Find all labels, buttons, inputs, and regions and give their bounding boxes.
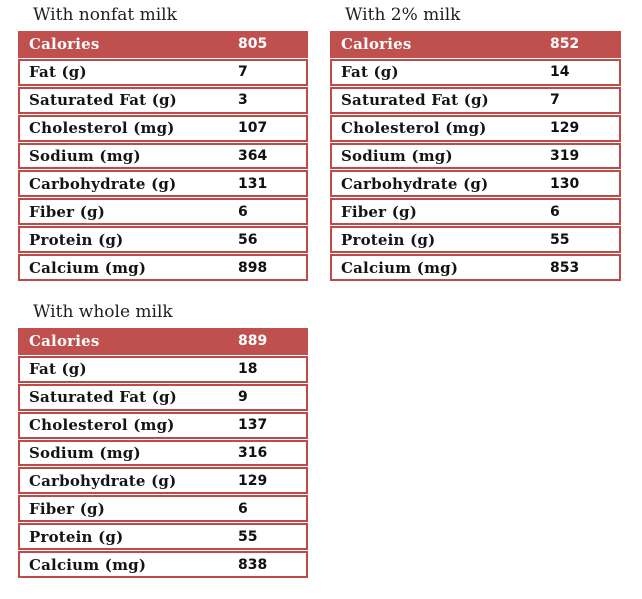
nutrient-label: Calcium (mg) [341,258,459,277]
nutrient-value: 129 [550,120,580,137]
table-title: With 2% milk [345,5,461,25]
nutrient-value: 137 [238,417,268,434]
nutrient-label: Carbohydrate (g) [341,174,489,193]
nutrient-value: 7 [550,92,560,109]
table-row: Fiber (g) 6 [330,198,621,226]
nutrient-value: 889 [238,333,268,350]
nutrient-label: Fat (g) [29,360,87,379]
nutrient-value: 9 [238,389,248,406]
table-row: Calcium (mg) 898 [18,254,308,282]
nutrient-value: 131 [238,175,268,192]
nutrient-value: 107 [238,120,268,137]
table-row: Protein (g) 55 [18,523,308,551]
nutrient-value: 853 [550,259,580,276]
nutrient-label: Calcium (mg) [29,258,147,277]
nutrient-value: 6 [550,203,560,220]
table-row: Carbohydrate (g) 129 [18,467,308,495]
nutrient-value: 14 [550,64,570,81]
nutrient-label: Saturated Fat (g) [341,91,489,110]
table-row: Fat (g) 14 [330,58,621,86]
nutrient-label: Carbohydrate (g) [29,174,177,193]
table-title: With whole milk [33,302,173,322]
nutrient-label: Sodium (mg) [341,147,453,165]
nutrient-label: Calories [341,35,412,54]
nutrient-label: Cholesterol (mg) [29,119,175,138]
nutrient-label: Saturated Fat (g) [29,388,177,407]
nutrient-label: Fat (g) [29,63,87,82]
nutrient-value: 55 [238,528,258,545]
table-header-row: Calories 889 [18,328,308,355]
table-row: Calcium (mg) 853 [330,254,621,282]
nutrient-value: 898 [238,259,268,276]
nutrient-value: 319 [550,148,580,164]
nutrient-value: 316 [238,445,268,461]
nutrition-table-2percent-milk: With 2% milk Calories 852 Fat (g) 14 Sat… [330,5,621,282]
nutrient-value: 55 [550,231,570,248]
table-row: Fiber (g) 6 [18,198,308,226]
table-title: With nonfat milk [33,5,177,25]
nutrition-table-whole-milk: With whole milk Calories 889 Fat (g) 18 … [18,302,308,579]
nutrient-label: Calories [29,332,100,351]
table-header-row: Calories 852 [330,31,621,58]
table-row: Cholesterol (mg) 137 [18,411,308,439]
nutrient-label: Fat (g) [341,63,399,82]
table-row: Fat (g) 7 [18,58,308,86]
nutrient-label: Calcium (mg) [29,555,147,574]
nutrient-value: 18 [238,361,258,378]
table-row: Cholesterol (mg) 129 [330,114,621,142]
nutrient-value: 805 [238,36,268,53]
nutrient-label: Fiber (g) [29,499,105,518]
nutrition-table-nonfat-milk: With nonfat milk Calories 805 Fat (g) 7 … [18,5,308,282]
table-row: Cholesterol (mg) 107 [18,114,308,142]
nutrient-value: 838 [238,556,268,573]
nutrient-value: 6 [238,203,248,220]
nutrient-label: Sodium (mg) [29,444,141,462]
table-row: Carbohydrate (g) 131 [18,170,308,198]
nutrient-value: 7 [238,64,248,81]
nutrient-label: Protein (g) [29,527,124,546]
nutrient-label: Saturated Fat (g) [29,91,177,110]
nutrient-label: Protein (g) [29,230,124,249]
nutrient-value: 129 [238,472,268,489]
nutrient-value: 130 [550,175,580,192]
table-row: Sodium (mg) 319 [330,142,621,170]
table-row: Saturated Fat (g) 7 [330,86,621,114]
nutrient-value: 56 [238,231,258,248]
table-row: Sodium (mg) 316 [18,439,308,467]
table-row: Sodium (mg) 364 [18,142,308,170]
nutrient-value: 6 [238,500,248,517]
nutrient-label: Fiber (g) [29,202,105,221]
nutrient-value: 3 [238,92,248,109]
table-row: Fiber (g) 6 [18,495,308,523]
nutrient-label: Protein (g) [341,230,436,249]
nutrient-label: Carbohydrate (g) [29,471,177,490]
table-row: Protein (g) 56 [18,226,308,254]
nutrition-table: Calories 889 Fat (g) 18 Saturated Fat (g… [18,328,308,579]
nutrient-value: 364 [238,148,268,164]
nutrient-label: Sodium (mg) [29,147,141,165]
nutrient-label: Cholesterol (mg) [29,416,175,435]
table-row: Fat (g) 18 [18,355,308,383]
nutrient-value: 852 [550,36,580,53]
nutrient-label: Calories [29,35,100,54]
table-row: Protein (g) 55 [330,226,621,254]
nutrition-table: Calories 852 Fat (g) 14 Saturated Fat (g… [330,31,621,282]
table-header-row: Calories 805 [18,31,308,58]
table-row: Saturated Fat (g) 9 [18,383,308,411]
table-row: Calcium (mg) 838 [18,551,308,579]
table-row: Carbohydrate (g) 130 [330,170,621,198]
nutrient-label: Cholesterol (mg) [341,119,487,138]
nutrient-label: Fiber (g) [341,202,417,221]
nutrition-table: Calories 805 Fat (g) 7 Saturated Fat (g)… [18,31,308,282]
table-row: Saturated Fat (g) 3 [18,86,308,114]
